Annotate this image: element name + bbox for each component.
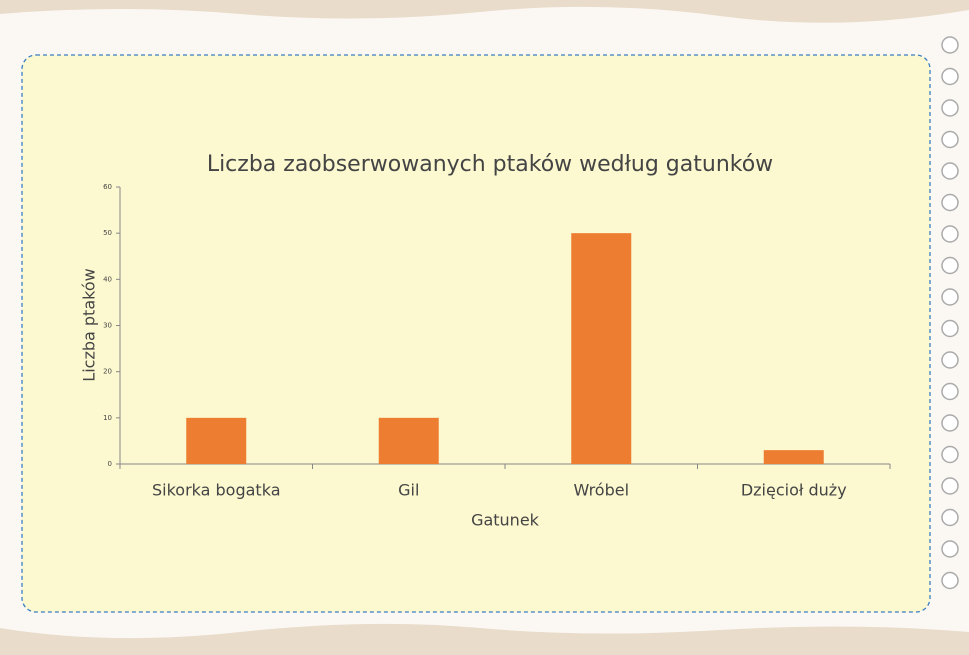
y-tick-label: 30: [103, 322, 112, 330]
ring: [942, 447, 958, 463]
y-tick-label: 40: [103, 275, 112, 283]
ring: [942, 289, 958, 305]
ring: [942, 69, 958, 85]
ring: [942, 384, 958, 400]
x-axis-label: Gatunek: [471, 511, 540, 530]
ring: [942, 195, 958, 211]
ring: [942, 37, 958, 53]
ring: [942, 510, 958, 526]
y-tick-label: 60: [103, 183, 112, 191]
page: {"chart_data": {"type": "bar", "title": …: [0, 0, 969, 655]
bar: [571, 233, 631, 464]
ring: [942, 541, 958, 557]
bar: [379, 418, 439, 464]
y-axis-label: Liczba ptaków: [80, 268, 99, 381]
y-tick-label: 10: [103, 414, 112, 422]
ring: [942, 415, 958, 431]
chart-title: Liczba zaobserwowanych ptaków według gat…: [207, 152, 773, 177]
ring: [942, 100, 958, 116]
y-tick-label: 0: [108, 460, 112, 468]
ring: [942, 478, 958, 494]
ring: [942, 352, 958, 368]
y-tick-label: 50: [103, 229, 112, 237]
x-tick-label: Gil: [398, 481, 419, 500]
ring: [942, 321, 958, 337]
x-tick-label: Sikorka bogatka: [152, 481, 281, 500]
x-tick-label: Dzięcioł duży: [741, 481, 847, 500]
ring: [942, 226, 958, 242]
chart: Liczba zaobserwowanych ptaków według gat…: [0, 0, 969, 655]
ring: [942, 163, 958, 179]
bar: [764, 450, 824, 464]
bar: [186, 418, 246, 464]
ring: [942, 132, 958, 148]
x-tick-label: Wróbel: [573, 481, 629, 500]
ring: [942, 573, 958, 589]
y-tick-label: 20: [103, 368, 112, 376]
ring: [942, 258, 958, 274]
